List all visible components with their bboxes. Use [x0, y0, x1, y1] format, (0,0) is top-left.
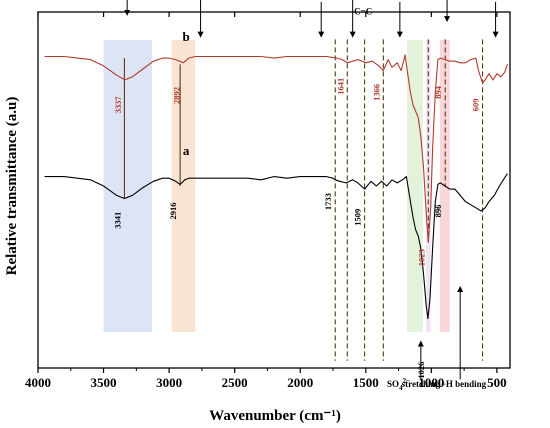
series-label-b: b — [183, 29, 190, 44]
peak-label-2892: 2892 — [171, 87, 181, 104]
band-2 — [407, 40, 423, 332]
x-tick-label-3000: 3000 — [156, 375, 182, 390]
y-axis-title: Relative transmittance (a.u) — [4, 97, 20, 276]
series-line-b — [44, 54, 508, 243]
series-label-a: a — [183, 143, 190, 158]
band-0 — [103, 40, 153, 332]
annotation-8: stretching — [402, 379, 441, 389]
so4-label-1: SO42− — [387, 377, 410, 392]
peak-label-1509: 1509 — [353, 209, 363, 226]
peak-label-609: 609 — [471, 99, 481, 112]
peak-label-2916: 2916 — [168, 203, 178, 220]
peak-label-896: 896 — [433, 205, 443, 218]
highlight-bands — [103, 40, 450, 332]
x-tick-label-4000: 4000 — [25, 375, 51, 390]
series-line-a — [44, 173, 508, 320]
peak-label-1023: 1023 — [416, 249, 426, 266]
peak-label-894: 894 — [433, 85, 443, 99]
peak-labels: 3337 2892 1641 1366 1023 894 609 3341 2916 1733 15… — [112, 78, 480, 379]
peak-label-1733: 1733 — [323, 193, 333, 210]
plot-frame — [37, 11, 511, 369]
x-tick-label-2500: 2500 — [222, 375, 248, 390]
x-tick-label-1500: 1500 — [353, 375, 379, 390]
series-lines: ab — [44, 29, 508, 320]
peak-label-1641: 1641 — [335, 78, 345, 95]
band-1 — [171, 40, 196, 332]
peak-label-3341: 3341 — [112, 212, 122, 229]
plot-border — [37, 11, 511, 369]
x-tick-label-1000: 1000 — [418, 375, 444, 390]
peak-label-1366: 1366 — [371, 84, 381, 101]
x-tick-label-2000: 2000 — [287, 375, 313, 390]
x-axis-title: Wavenumber (cm⁻¹) — [209, 408, 341, 424]
peak-label-3337: 3337 — [113, 96, 123, 114]
marker-lines — [123, 39, 484, 361]
annotation-9: C−H bending — [434, 379, 486, 389]
x-tick-label-3500: 3500 — [91, 375, 117, 390]
x-tick-label-500: 500 — [487, 375, 507, 390]
x-axis-ticks: 4000 3500 3000 2500 2000 1500 1000 500 — [25, 12, 507, 390]
